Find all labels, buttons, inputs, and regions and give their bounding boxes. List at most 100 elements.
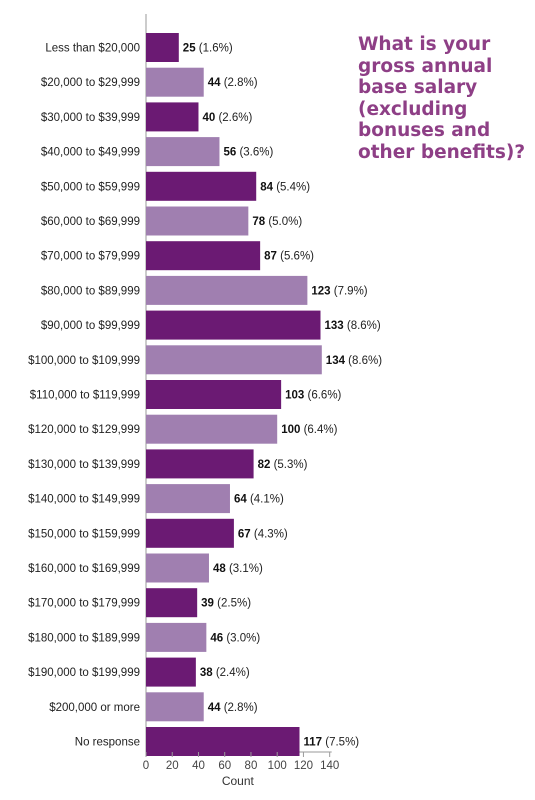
x-tick-label: 20: [166, 760, 179, 772]
data-label-count: 100: [281, 424, 300, 436]
x-tick-label: 80: [245, 760, 258, 772]
data-label-percent: (2.5%): [214, 598, 251, 610]
category-label: $80,000 to $89,999: [41, 285, 140, 297]
category-label: $140,000 to $149,999: [28, 494, 140, 506]
data-label-count: 38: [200, 667, 213, 679]
data-label-percent: (7.5%): [322, 737, 359, 749]
data-label-percent: (6.6%): [304, 390, 341, 402]
bar: [146, 171, 257, 201]
category-label: $100,000 to $109,999: [28, 355, 140, 367]
data-label-count: 48: [213, 563, 226, 575]
data-label: 82 (5.3%): [258, 459, 308, 471]
category-label: $50,000 to $59,999: [41, 181, 140, 193]
data-label-count: 82: [258, 459, 271, 471]
data-label-percent: (3.1%): [226, 563, 263, 575]
data-label: 25 (1.6%): [183, 43, 233, 55]
data-label-count: 123: [311, 285, 330, 297]
data-label-count: 117: [304, 737, 323, 749]
data-label-count: 46: [210, 632, 223, 644]
bar: [146, 275, 308, 305]
category-label: $180,000 to $189,999: [28, 632, 140, 644]
x-tick-label: 100: [268, 760, 287, 772]
category-label: $90,000 to $99,999: [41, 320, 140, 332]
data-label-count: 64: [234, 494, 247, 506]
category-label: $70,000 to $79,999: [41, 251, 140, 263]
category-label: $30,000 to $39,999: [41, 112, 140, 124]
data-label-count: 87: [264, 251, 277, 263]
data-label: 46 (3.0%): [210, 632, 260, 644]
bar: [146, 310, 321, 340]
category-label: $120,000 to $129,999: [28, 424, 140, 436]
data-label: 67 (4.3%): [238, 528, 288, 540]
category-label: $40,000 to $49,999: [41, 147, 140, 159]
data-label-percent: (4.3%): [251, 528, 288, 540]
data-label: 103 (6.6%): [285, 390, 341, 402]
data-label-count: 134: [326, 355, 346, 367]
data-label-count: 25: [183, 43, 196, 55]
data-label-percent: (2.8%): [221, 702, 258, 714]
data-label-count: 133: [324, 320, 343, 332]
data-label-count: 78: [252, 216, 265, 228]
bar: [146, 137, 220, 167]
data-label-percent: (8.6%): [345, 355, 382, 367]
category-label: $110,000 to $119,999: [30, 390, 140, 402]
data-label-count: 84: [260, 181, 273, 193]
data-label: 38 (2.4%): [200, 667, 250, 679]
bar: [146, 380, 282, 409]
data-label: 100 (6.4%): [281, 424, 337, 436]
data-label-percent: (2.8%): [221, 77, 258, 89]
data-label-percent: (2.6%): [215, 112, 252, 124]
data-label-percent: (5.4%): [273, 181, 310, 193]
data-label-percent: (8.6%): [344, 320, 381, 332]
title-line: other benefits)?: [358, 141, 526, 163]
category-label: $20,000 to $29,999: [41, 77, 140, 89]
bar: [146, 345, 322, 375]
bar: [146, 414, 278, 444]
category-label: Less than $20,000: [45, 43, 140, 55]
data-label: 48 (3.1%): [213, 563, 263, 575]
data-label: 78 (5.0%): [252, 216, 302, 228]
data-label-count: 44: [208, 702, 221, 714]
bar: [146, 553, 209, 583]
category-label: $190,000 to $199,999: [28, 667, 140, 679]
data-label-percent: (5.6%): [277, 251, 314, 263]
data-label-percent: (3.6%): [236, 147, 273, 159]
bar: [146, 67, 204, 97]
bar: [146, 241, 261, 271]
data-label: 133 (8.6%): [324, 320, 380, 332]
category-label: $160,000 to $169,999: [28, 563, 140, 575]
data-label-count: 56: [223, 147, 236, 159]
data-label-percent: (1.6%): [196, 43, 233, 55]
bar: [146, 588, 198, 618]
data-label-percent: (3.0%): [223, 632, 260, 644]
data-label: 64 (4.1%): [234, 494, 284, 506]
bar: [146, 518, 234, 548]
bar: [146, 33, 179, 62]
data-label-percent: (6.4%): [300, 424, 337, 436]
chart-title: What is your gross annual base salary (e…: [358, 34, 528, 163]
data-label-count: 40: [202, 112, 215, 124]
data-label-percent: (2.4%): [213, 667, 250, 679]
category-label: No response: [75, 737, 140, 749]
data-label-count: 39: [201, 598, 214, 610]
category-label: $150,000 to $159,999: [28, 528, 140, 540]
data-label-percent: (7.9%): [331, 285, 368, 297]
title-line: What is your: [358, 34, 491, 55]
data-label-count: 103: [285, 390, 304, 402]
category-label: $130,000 to $139,999: [28, 459, 140, 471]
bar: [146, 449, 254, 479]
title-line: base salary: [358, 77, 478, 98]
category-label: $60,000 to $69,999: [41, 216, 140, 228]
bar: [146, 622, 207, 652]
data-label-percent: (5.0%): [265, 216, 302, 228]
bar: [146, 206, 249, 236]
bar: [146, 657, 196, 687]
category-label: $170,000 to $179,999: [28, 598, 140, 610]
data-label: 44 (2.8%): [208, 77, 258, 89]
data-label: 44 (2.8%): [208, 702, 258, 714]
data-label-count: 67: [238, 528, 251, 540]
data-label: 56 (3.6%): [223, 147, 273, 159]
title-line: gross annual: [358, 55, 493, 77]
data-label: 39 (2.5%): [201, 598, 251, 610]
